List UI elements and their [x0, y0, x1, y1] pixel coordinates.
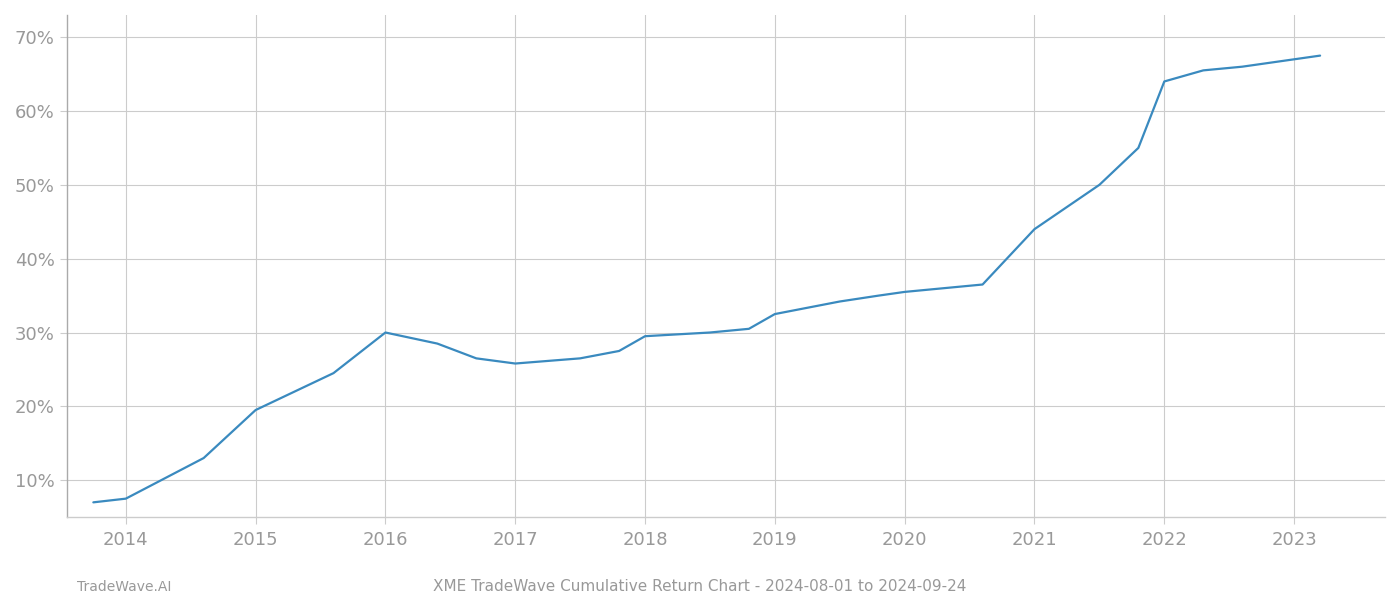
Text: XME TradeWave Cumulative Return Chart - 2024-08-01 to 2024-09-24: XME TradeWave Cumulative Return Chart - … [434, 579, 966, 594]
Text: TradeWave.AI: TradeWave.AI [77, 580, 171, 594]
